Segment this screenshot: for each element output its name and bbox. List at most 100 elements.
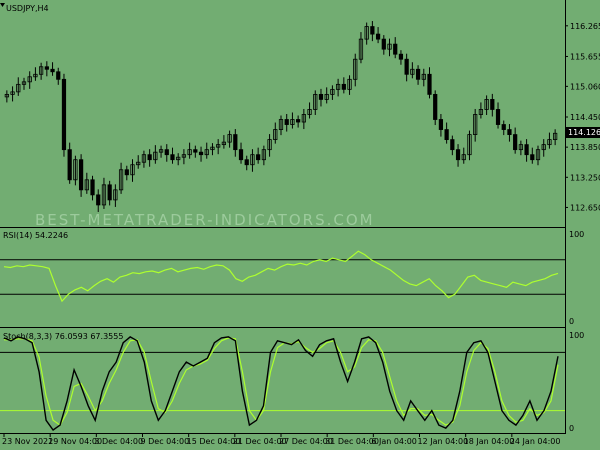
candle-body: [518, 144, 523, 151]
candle-body: [461, 154, 466, 161]
candle-body: [421, 73, 426, 80]
candle-body: [433, 93, 438, 120]
candle-body: [524, 144, 529, 156]
candle-body: [158, 149, 164, 153]
price-axis: 116.265 115.655 115.060 114.450 113.850 113.2…: [565, 22, 600, 212]
candle-body: [347, 78, 352, 90]
candle-body: [553, 132, 558, 141]
candle-body: [427, 73, 432, 95]
candle-body: [147, 154, 152, 161]
time-tick-label: 21 Dec 04:00: [233, 437, 287, 446]
candle-body: [141, 154, 147, 163]
candle-body: [56, 71, 61, 80]
candle-body: [313, 93, 318, 110]
current-price-marker: 114.126: [565, 127, 600, 138]
candle-body: [278, 119, 284, 130]
candle-body: [478, 109, 484, 115]
time-tick-label: 9 Dec 04:00: [141, 437, 190, 446]
candle-body: [495, 109, 501, 125]
candle-body: [84, 179, 89, 191]
candle-body: [90, 179, 95, 196]
candle-body: [61, 78, 67, 151]
candle-series: [4, 21, 558, 212]
candle-body: [393, 43, 398, 55]
price-tick-label: 114.450: [570, 113, 600, 122]
time-tick-label: 31 Dec 04:00: [325, 437, 379, 446]
candle-body: [193, 149, 198, 153]
candle-body: [101, 184, 107, 206]
candle-body: [33, 73, 38, 78]
candle-body: [227, 134, 232, 143]
candle-body: [261, 149, 266, 161]
time-tick-label: 29 Nov 04:00: [48, 437, 102, 446]
candle-body: [324, 93, 329, 100]
candle-body: [370, 26, 375, 35]
candle-body: [107, 184, 112, 201]
candle-body: [490, 99, 495, 110]
candle-body: [267, 139, 272, 151]
candle-body: [341, 83, 346, 90]
candle-body: [130, 164, 135, 176]
candle-body: [307, 109, 312, 115]
candle-body: [216, 144, 221, 148]
candle-body: [21, 81, 27, 85]
time-tick-label: 6 Jan 04:00: [371, 437, 417, 446]
candle-body: [541, 144, 546, 151]
candle-body: [44, 66, 49, 70]
candle-body: [153, 151, 158, 161]
rsi-pane[interactable]: RSI(14) 54.2246 100 0: [0, 230, 584, 326]
price-tick-label: 116.265: [570, 22, 600, 31]
price-tick-label: 115.060: [570, 82, 600, 91]
candle-body: [39, 66, 44, 75]
candle-body: [73, 159, 78, 181]
candle-body: [181, 154, 187, 158]
candle-body: [176, 156, 181, 161]
rsi-label: RSI(14) 54.2246: [3, 231, 68, 240]
candle-body: [273, 129, 278, 141]
time-tick-label: 12 Jan 04:00: [418, 437, 469, 446]
candle-body: [467, 134, 472, 156]
time-tick-label: 24 Jan 04:00: [510, 437, 561, 446]
candle-body: [513, 134, 518, 151]
candle-body: [67, 149, 72, 181]
candle-body: [547, 139, 552, 146]
candle-body: [204, 149, 209, 156]
candle-body: [330, 88, 335, 95]
candle-body: [473, 114, 478, 135]
stoch-pane[interactable]: Stoch(8,3,3) 76.0593 67.3555 100 0: [0, 331, 584, 433]
time-tick-label: 15 Dec 04:00: [187, 437, 241, 446]
symbol-label: USDJPY,H4: [6, 4, 49, 13]
candle-body: [398, 53, 404, 60]
time-tick-label: 18 Jan 04:00: [464, 437, 515, 446]
rsi-line: [3, 250, 559, 303]
candle-body: [198, 151, 204, 156]
price-pane[interactable]: USDJPY,H4 116.265115.655115.060114.45011…: [0, 3, 600, 212]
stoch-levels: [0, 351, 565, 412]
stoch-axis-bottom: 0: [569, 424, 574, 433]
stoch-axis-top: 100: [569, 331, 584, 340]
candle-body: [404, 58, 409, 75]
candle-body: [455, 149, 461, 161]
candle-body: [507, 129, 512, 135]
candle-body: [353, 58, 358, 80]
candle-body: [136, 161, 141, 166]
symbol-menu-icon[interactable]: [0, 3, 5, 7]
price-tick-label: 112.650: [570, 203, 600, 212]
candle-body: [96, 194, 101, 206]
candle-body: [410, 68, 415, 75]
candle-body: [50, 68, 55, 73]
candle-body: [535, 149, 541, 161]
candle-body: [233, 134, 238, 151]
candle-body: [501, 124, 506, 130]
candle-body: [415, 68, 421, 80]
rsi-axis-bottom: 0: [569, 317, 574, 326]
current-price: 114.126: [568, 128, 600, 137]
candle-body: [221, 141, 227, 146]
candle-body: [530, 154, 535, 161]
candle-body: [290, 119, 295, 125]
candle-body: [164, 149, 169, 156]
candle-body: [27, 76, 32, 83]
candle-body: [118, 169, 124, 191]
